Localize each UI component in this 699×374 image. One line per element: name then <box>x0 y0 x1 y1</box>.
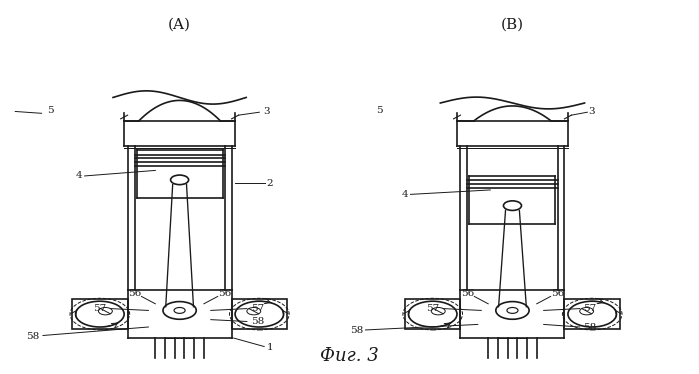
Text: 56: 56 <box>218 289 231 298</box>
Text: (A): (A) <box>168 18 191 32</box>
Text: 57: 57 <box>251 304 264 313</box>
Text: 56: 56 <box>461 289 474 298</box>
Bar <box>72 299 128 329</box>
Text: 4: 4 <box>76 171 82 180</box>
Text: 57: 57 <box>584 304 597 313</box>
Text: 58: 58 <box>584 322 597 331</box>
Text: (B): (B) <box>501 18 524 32</box>
Text: 58: 58 <box>251 317 264 326</box>
Text: 2: 2 <box>266 179 273 188</box>
Text: 5: 5 <box>376 106 383 115</box>
Text: 5: 5 <box>47 106 53 115</box>
Text: 3: 3 <box>589 107 596 116</box>
Text: Фиг. 3: Фиг. 3 <box>320 347 379 365</box>
Text: 4: 4 <box>402 190 408 199</box>
Text: 1: 1 <box>266 343 273 352</box>
Text: 56: 56 <box>551 289 564 298</box>
Text: 58: 58 <box>350 326 363 335</box>
Bar <box>231 299 287 329</box>
Text: 57: 57 <box>93 304 106 313</box>
Bar <box>405 299 461 329</box>
Text: 56: 56 <box>128 289 141 298</box>
Text: 58: 58 <box>27 332 40 341</box>
Text: 3: 3 <box>263 107 269 116</box>
Text: 57: 57 <box>426 304 440 313</box>
Bar <box>565 299 620 329</box>
